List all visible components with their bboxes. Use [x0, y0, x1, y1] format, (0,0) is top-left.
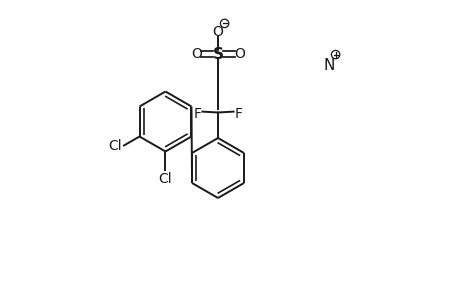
Text: N: N [323, 58, 334, 74]
Text: O: O [234, 47, 245, 61]
Text: F: F [193, 107, 201, 121]
Text: Cl: Cl [108, 139, 122, 152]
Text: S: S [212, 46, 223, 62]
Text: O: O [190, 47, 202, 61]
Text: O: O [212, 26, 223, 39]
Text: F: F [234, 107, 242, 121]
Text: Cl: Cl [158, 172, 172, 186]
